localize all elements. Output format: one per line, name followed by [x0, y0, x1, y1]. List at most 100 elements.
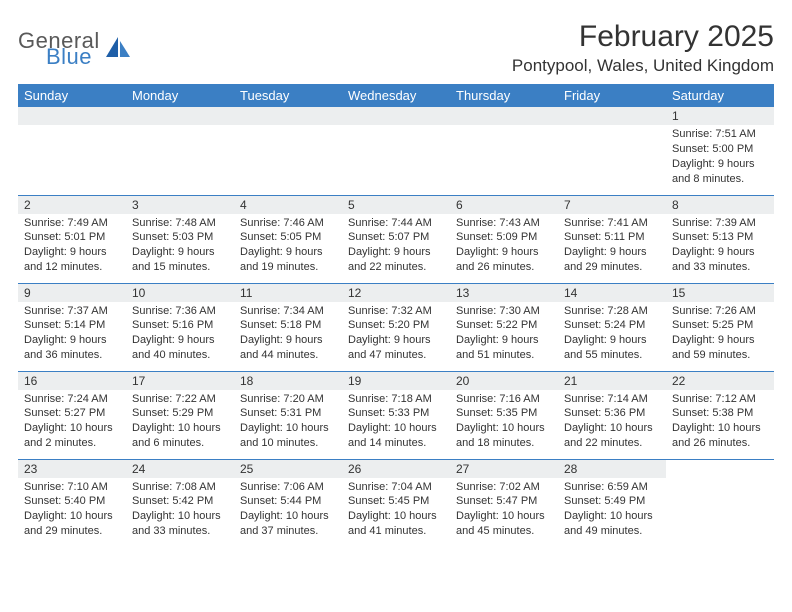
calendar-cell	[18, 107, 126, 195]
calendar-cell	[126, 107, 234, 195]
day-d1: Daylight: 10 hours	[672, 421, 768, 436]
day-d2: and 15 minutes.	[132, 260, 228, 275]
calendar-cell: 13Sunrise: 7:30 AMSunset: 5:22 PMDayligh…	[450, 283, 558, 371]
day-ss: Sunset: 5:36 PM	[564, 406, 660, 421]
calendar-cell: 28Sunrise: 6:59 AMSunset: 5:49 PMDayligh…	[558, 459, 666, 547]
empty-daynum-band	[342, 107, 450, 125]
calendar-cell	[558, 107, 666, 195]
day-sr: Sunrise: 7:36 AM	[132, 304, 228, 319]
day-d1: Daylight: 9 hours	[564, 333, 660, 348]
day-data: Sunrise: 7:32 AMSunset: 5:20 PMDaylight:…	[342, 302, 450, 367]
day-ss: Sunset: 5:07 PM	[348, 230, 444, 245]
day-number: 20	[450, 372, 558, 390]
day-d1: Daylight: 9 hours	[348, 245, 444, 260]
day-d1: Daylight: 10 hours	[240, 421, 336, 436]
day-d2: and 51 minutes.	[456, 348, 552, 363]
day-data: Sunrise: 7:51 AMSunset: 5:00 PMDaylight:…	[666, 125, 774, 190]
day-data: Sunrise: 7:28 AMSunset: 5:24 PMDaylight:…	[558, 302, 666, 367]
day-d2: and 40 minutes.	[132, 348, 228, 363]
empty-daynum-band	[558, 107, 666, 125]
title-block: February 2025 Pontypool, Wales, United K…	[512, 20, 774, 76]
day-ss: Sunset: 5:25 PM	[672, 318, 768, 333]
calendar-cell	[450, 107, 558, 195]
day-number: 7	[558, 196, 666, 214]
calendar-cell: 11Sunrise: 7:34 AMSunset: 5:18 PMDayligh…	[234, 283, 342, 371]
day-data: Sunrise: 7:12 AMSunset: 5:38 PMDaylight:…	[666, 390, 774, 455]
day-number: 27	[450, 460, 558, 478]
day-d1: Daylight: 10 hours	[24, 421, 120, 436]
day-ss: Sunset: 5:49 PM	[564, 494, 660, 509]
day-data: Sunrise: 7:30 AMSunset: 5:22 PMDaylight:…	[450, 302, 558, 367]
day-d1: Daylight: 9 hours	[24, 333, 120, 348]
day-ss: Sunset: 5:35 PM	[456, 406, 552, 421]
day-ss: Sunset: 5:33 PM	[348, 406, 444, 421]
day-sr: Sunrise: 7:12 AM	[672, 392, 768, 407]
day-data: Sunrise: 6:59 AMSunset: 5:49 PMDaylight:…	[558, 478, 666, 543]
empty-daynum-band	[18, 107, 126, 125]
day-d2: and 36 minutes.	[24, 348, 120, 363]
day-ss: Sunset: 5:27 PM	[24, 406, 120, 421]
day-data: Sunrise: 7:20 AMSunset: 5:31 PMDaylight:…	[234, 390, 342, 455]
calendar-cell: 17Sunrise: 7:22 AMSunset: 5:29 PMDayligh…	[126, 371, 234, 459]
calendar-cell: 23Sunrise: 7:10 AMSunset: 5:40 PMDayligh…	[18, 459, 126, 547]
day-sr: Sunrise: 7:16 AM	[456, 392, 552, 407]
day-number: 19	[342, 372, 450, 390]
day-data: Sunrise: 7:14 AMSunset: 5:36 PMDaylight:…	[558, 390, 666, 455]
day-number: 23	[18, 460, 126, 478]
day-number: 5	[342, 196, 450, 214]
dow-header: Thursday	[450, 84, 558, 107]
calendar-cell: 15Sunrise: 7:26 AMSunset: 5:25 PMDayligh…	[666, 283, 774, 371]
day-sr: Sunrise: 7:51 AM	[672, 127, 768, 142]
dow-header: Sunday	[18, 84, 126, 107]
calendar-cell: 8Sunrise: 7:39 AMSunset: 5:13 PMDaylight…	[666, 195, 774, 283]
calendar-cell: 14Sunrise: 7:28 AMSunset: 5:24 PMDayligh…	[558, 283, 666, 371]
day-ss: Sunset: 5:13 PM	[672, 230, 768, 245]
day-data: Sunrise: 7:26 AMSunset: 5:25 PMDaylight:…	[666, 302, 774, 367]
day-sr: Sunrise: 7:43 AM	[456, 216, 552, 231]
day-d2: and 19 minutes.	[240, 260, 336, 275]
day-d2: and 59 minutes.	[672, 348, 768, 363]
day-sr: Sunrise: 7:32 AM	[348, 304, 444, 319]
calendar-cell	[666, 459, 774, 547]
day-sr: Sunrise: 7:46 AM	[240, 216, 336, 231]
calendar-cell: 21Sunrise: 7:14 AMSunset: 5:36 PMDayligh…	[558, 371, 666, 459]
day-sr: Sunrise: 7:37 AM	[24, 304, 120, 319]
day-d1: Daylight: 10 hours	[564, 509, 660, 524]
day-data: Sunrise: 7:49 AMSunset: 5:01 PMDaylight:…	[18, 214, 126, 279]
day-ss: Sunset: 5:01 PM	[24, 230, 120, 245]
day-sr: Sunrise: 7:30 AM	[456, 304, 552, 319]
day-number: 4	[234, 196, 342, 214]
day-number: 2	[18, 196, 126, 214]
day-data: Sunrise: 7:06 AMSunset: 5:44 PMDaylight:…	[234, 478, 342, 543]
day-d2: and 29 minutes.	[24, 524, 120, 539]
day-ss: Sunset: 5:31 PM	[240, 406, 336, 421]
day-d2: and 26 minutes.	[456, 260, 552, 275]
day-data: Sunrise: 7:24 AMSunset: 5:27 PMDaylight:…	[18, 390, 126, 455]
day-d2: and 8 minutes.	[672, 172, 768, 187]
calendar-cell: 10Sunrise: 7:36 AMSunset: 5:16 PMDayligh…	[126, 283, 234, 371]
day-ss: Sunset: 5:16 PM	[132, 318, 228, 333]
day-d1: Daylight: 10 hours	[348, 509, 444, 524]
day-d2: and 47 minutes.	[348, 348, 444, 363]
day-d1: Daylight: 10 hours	[564, 421, 660, 436]
day-d1: Daylight: 9 hours	[456, 333, 552, 348]
day-data: Sunrise: 7:02 AMSunset: 5:47 PMDaylight:…	[450, 478, 558, 543]
calendar-tbody: 1Sunrise: 7:51 AMSunset: 5:00 PMDaylight…	[18, 107, 774, 547]
day-number: 17	[126, 372, 234, 390]
day-data: Sunrise: 7:37 AMSunset: 5:14 PMDaylight:…	[18, 302, 126, 367]
dow-header: Saturday	[666, 84, 774, 107]
day-sr: Sunrise: 7:39 AM	[672, 216, 768, 231]
day-sr: Sunrise: 7:22 AM	[132, 392, 228, 407]
day-d2: and 41 minutes.	[348, 524, 444, 539]
day-sr: Sunrise: 7:41 AM	[564, 216, 660, 231]
sail-icon	[104, 35, 132, 59]
day-number: 21	[558, 372, 666, 390]
day-ss: Sunset: 5:20 PM	[348, 318, 444, 333]
empty-daynum-band	[450, 107, 558, 125]
day-data: Sunrise: 7:46 AMSunset: 5:05 PMDaylight:…	[234, 214, 342, 279]
day-d1: Daylight: 10 hours	[24, 509, 120, 524]
day-number: 26	[342, 460, 450, 478]
day-d2: and 29 minutes.	[564, 260, 660, 275]
calendar-cell: 1Sunrise: 7:51 AMSunset: 5:00 PMDaylight…	[666, 107, 774, 195]
day-ss: Sunset: 5:05 PM	[240, 230, 336, 245]
